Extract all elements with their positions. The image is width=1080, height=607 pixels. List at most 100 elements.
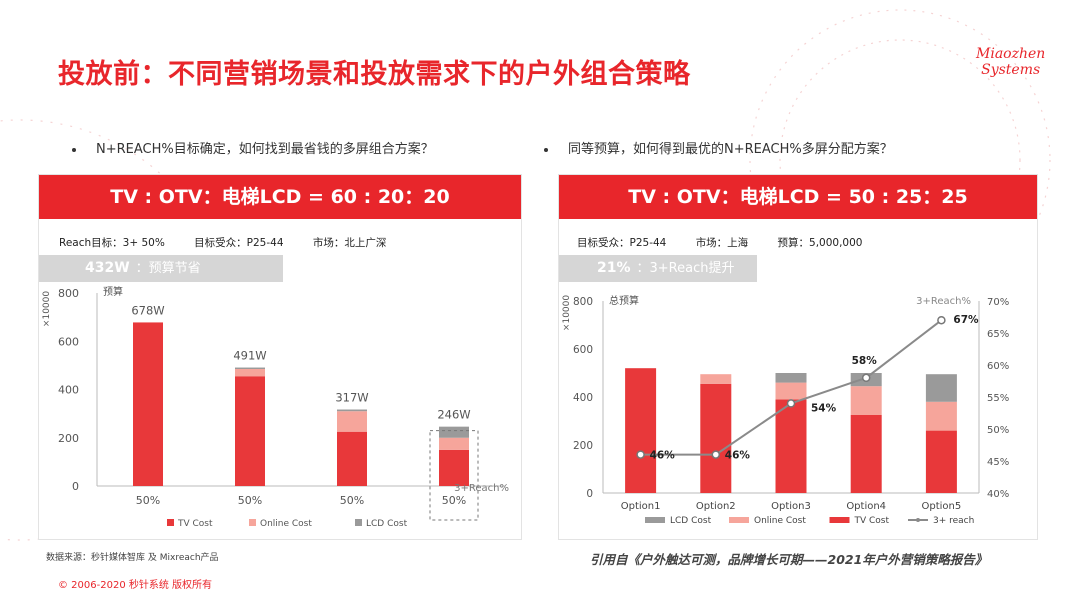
y-tick-label: 600	[58, 335, 79, 348]
left-question: N+REACH%目标确定，如何找到最省钱的多屏组合方案？	[72, 138, 434, 157]
reach-point	[636, 450, 645, 459]
right-question: 同等预算，如何得到最优的N+REACH%多屏分配方案？	[544, 138, 893, 157]
annotation: 3+Reach%	[454, 483, 509, 494]
bar-segment	[850, 386, 882, 415]
left-meta: Reach目标：3+ 50% 目标受众：P25-44 市场：北上广深	[59, 235, 412, 250]
y-unit-label: ×10000	[42, 291, 52, 327]
x-tick-label: Option4	[846, 501, 886, 512]
left-meta-reach: Reach目标：3+ 50%	[59, 237, 165, 249]
bar-segment	[925, 401, 957, 431]
legend-swatch	[729, 517, 749, 523]
left-question-text: N+REACH%目标确定，如何找到最省钱的多屏组合方案？	[96, 142, 434, 157]
y2-tick-label: 50%	[987, 425, 1009, 436]
bar-segment	[439, 449, 469, 486]
legend-swatch	[249, 519, 256, 526]
left-panel: TV : OTV：电梯LCD = 60 : 20：20 Reach目标：3+ 5…	[38, 174, 522, 540]
x-tick-label: 50%	[136, 494, 160, 507]
bar-segment	[925, 430, 957, 493]
y-tick-label: 0	[586, 488, 593, 500]
right-ratio-banner: TV : OTV：电梯LCD = 50 : 25：25	[559, 175, 1037, 219]
y-tick-label: 400	[573, 392, 593, 404]
right-highlight-value: 21%	[597, 260, 631, 276]
y2-tick-label: 65%	[987, 329, 1009, 340]
right-meta-audience: 目标受众：P25-44	[577, 237, 667, 249]
y2-tick-label: 55%	[987, 393, 1009, 404]
bar-segment	[775, 399, 807, 493]
right-question-text: 同等预算，如何得到最优的N+REACH%多屏分配方案？	[568, 142, 893, 157]
reach-data-label: 54%	[811, 402, 837, 414]
bar-segment	[700, 383, 732, 493]
y-tick-label: 600	[573, 344, 593, 356]
bar-segment	[439, 437, 469, 450]
bar-segment	[235, 376, 265, 486]
left-highlight: 432W ：预算节省	[39, 255, 283, 282]
y-axis-title: 总预算	[609, 294, 639, 307]
page-title: 投放前：不同营销场景和投放需求下的户外组合策略	[58, 59, 691, 90]
legend-label: TV Cost	[177, 519, 213, 529]
bar-segment	[337, 431, 367, 486]
y-axis-title: 预算	[103, 285, 123, 298]
bar-segment	[700, 374, 732, 384]
left-meta-audience: 目标受众：P25-44	[194, 237, 284, 249]
reach-point	[711, 450, 721, 459]
legend-swatch	[167, 519, 174, 526]
bar-segment	[337, 409, 367, 412]
bar-segment	[235, 368, 265, 377]
bullet-icon	[72, 147, 76, 152]
citation: 引用自《户外触达可测，品牌增长可期——2021年户外营销策略报告》	[590, 552, 988, 567]
x-tick-label: Option5	[922, 501, 962, 512]
y-tick-label: 0	[72, 480, 79, 493]
legend-label: 3+ reach	[933, 516, 974, 526]
legend-swatch	[645, 517, 665, 523]
y-unit-label: ×10000	[562, 295, 572, 331]
legend-swatch	[829, 517, 850, 523]
left-chart: 0 200 400 600 800 ×10000 预算 678W 50% 491W 50% 317W 5…	[42, 285, 509, 529]
reach-point	[786, 399, 796, 408]
left-highlight-label: ：预算节省	[135, 261, 201, 276]
x-tick-label: 50%	[442, 494, 466, 507]
right-panel: TV : OTV：电梯LCD = 50 : 25：25 目标受众：P25-44 …	[558, 174, 1038, 540]
bar-total-label: 678W	[131, 303, 164, 317]
reach-data-label: 46%	[725, 450, 751, 462]
left-highlight-value: 432W	[85, 260, 130, 276]
bar-segment	[775, 382, 807, 400]
bar-segment	[439, 426, 469, 438]
y2-tick-label: 60%	[987, 361, 1009, 372]
bar-segment	[925, 374, 957, 402]
bar-segment	[850, 415, 882, 493]
reach-point	[861, 373, 871, 383]
y-tick-label: 200	[58, 432, 79, 445]
left-meta-market: 市场：北上广深	[312, 237, 387, 249]
left-ratio-banner: TV : OTV：电梯LCD = 60 : 20：20	[39, 175, 521, 219]
x-tick-label: 50%	[340, 494, 364, 507]
reach-point	[937, 315, 946, 325]
right-meta-budget: 预算：5,000,000	[777, 237, 863, 249]
x-tick-label: 50%	[238, 494, 262, 507]
bar-segment	[133, 322, 163, 486]
x-tick-label: Option1	[621, 501, 661, 512]
right-chart: 0 200 400 600 800 40% 45% 50% 55% 60% 65% 70% ×10000…	[562, 294, 1009, 526]
legend-label: Online Cost	[754, 516, 806, 526]
y-tick-label: 200	[573, 440, 593, 452]
right-highlight: 21% ：3+Reach提升	[559, 255, 757, 282]
right-highlight-label: ：3+Reach提升	[636, 261, 735, 276]
x-tick-label: Option2	[696, 501, 736, 512]
y2-tick-label: 45%	[987, 457, 1009, 468]
y2-tick-label: 70%	[987, 297, 1009, 308]
legend-label: LCD Cost	[670, 516, 712, 526]
y-tick-label: 400	[58, 384, 79, 397]
x-tick-label: Option3	[771, 501, 811, 512]
bar-segment	[775, 373, 807, 383]
bullet-icon	[544, 147, 548, 152]
copyright: © 2006-2020 秒针系统 版权所有	[58, 580, 213, 591]
right-meta-market: 市场：上海	[695, 237, 749, 249]
bar-segment	[625, 368, 657, 493]
company-logo: Miaozhen Systems	[976, 46, 1045, 78]
legend-label: Online Cost	[260, 519, 312, 529]
bar-segment	[235, 367, 265, 369]
bar-total-label: 317W	[335, 391, 368, 405]
legend-swatch	[355, 519, 362, 526]
bar-segment	[337, 411, 367, 432]
y2-tick-label: 40%	[987, 489, 1009, 500]
y-tick-label: 800	[573, 296, 593, 308]
